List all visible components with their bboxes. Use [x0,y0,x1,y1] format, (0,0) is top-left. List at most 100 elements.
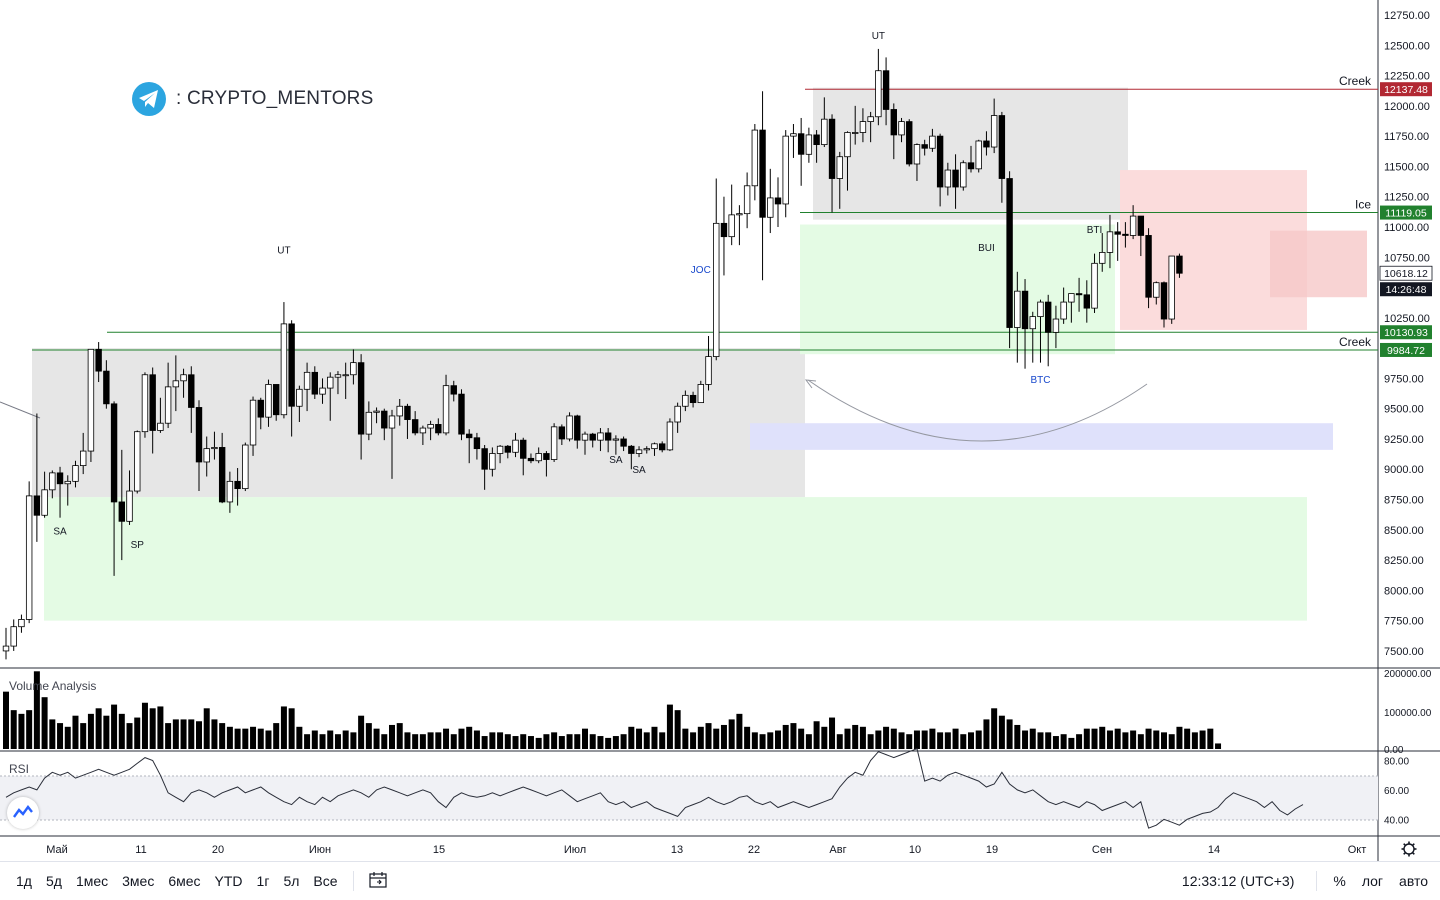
candle-body [342,374,349,377]
candle-body [906,121,913,165]
volume-bar [118,713,125,749]
volume-bar [49,719,56,749]
volume-bar [798,728,805,749]
time-tick-label: 20 [212,844,224,856]
candle-body [782,135,789,205]
price-tick-label: 8000.00 [1384,585,1424,597]
volume-bar [450,734,457,749]
timeframe-1m[interactable]: 1мес [75,873,109,889]
candle-body [998,115,1006,179]
timeframe-1y[interactable]: 1г [256,873,270,889]
auto-toggle[interactable]: авто [1399,873,1428,889]
rsi-tick-label: 40.00 [1384,815,1409,826]
volume-bar [1207,728,1214,749]
volume-bar [975,730,982,749]
volume-bar [473,730,480,749]
volume-bar [751,732,758,749]
candle-body [296,388,303,407]
price-tick-label: 11750.00 [1384,131,1429,143]
candle-body [558,426,566,440]
candle-body [450,385,457,395]
candle-body [612,438,620,441]
price-chart[interactable]: Creek Ice Creek UT UT SA SP SA SA JOC BUI BTC BTI 127… [0,0,1440,861]
candle-body [628,445,635,454]
candle-body [311,371,318,395]
volume-bar [57,723,64,749]
telegram-icon [132,82,166,116]
annotation-label: SP [131,540,145,551]
candle-body [164,386,172,424]
timeframe-1d[interactable]: 1д [16,873,32,889]
time-tick-label: 22 [748,844,760,856]
calendar-range-icon[interactable] [362,871,394,891]
timeframe-6m[interactable]: 6мес [168,873,201,889]
timeframe-all[interactable]: Все [313,873,338,889]
timeframe-3m[interactable]: 3мес [122,873,155,889]
demand-zone [750,423,1333,450]
log-toggle[interactable]: лог [1361,873,1384,889]
candle-body [805,134,813,155]
candle-body [242,444,249,490]
clock-readout[interactable]: 12:33:12 (UTC+3) [1181,873,1295,889]
volume-bars [3,671,1222,749]
candle-body [195,407,203,463]
creek-label-upper: Creek [1339,74,1372,88]
candle-body [327,376,334,389]
volume-bar [535,737,542,749]
candle-body [836,156,843,179]
percent-toggle[interactable]: % [1333,873,1346,889]
candle-body [504,445,511,453]
volume-bar [219,723,226,749]
timeframe-5d[interactable]: 5д [45,873,62,889]
volume-tick-label: 100000.00 [1384,708,1432,719]
volume-bar [558,736,565,749]
volume-bar [288,708,295,749]
volume-bar [551,732,558,749]
candle-body [774,197,782,205]
candle-body [303,371,311,390]
candle-body [64,480,71,485]
volume-bar [396,723,403,749]
volume-bar [805,734,812,749]
volume-bar [720,724,727,749]
candle-body [118,501,125,522]
volume-bar [497,732,504,749]
timeframe-5y[interactable]: 5л [283,873,300,889]
volume-bar [327,730,334,749]
candle-body [110,403,118,503]
price-label-text: 9984.72 [1387,345,1425,357]
timeframe-ytd[interactable]: YTD [214,873,243,889]
candle-body [990,115,998,148]
volume-bar [33,671,40,749]
price-tick-label: 9750.00 [1384,373,1424,385]
candle-body [10,626,17,647]
volume-bar [520,734,527,749]
candle-body [87,348,95,452]
tradingview-logo-icon[interactable] [7,797,39,829]
candle-body [797,133,805,155]
time-tick-label: Окт [1348,844,1367,856]
price-label-box [1380,342,1432,357]
volume-bar [265,730,272,749]
volume-bar [890,728,897,749]
candle-body [2,645,10,652]
candle-body [249,399,257,446]
volume-bar [566,734,573,749]
candle-body [234,480,241,490]
candle-body [203,448,210,463]
price-label-box [1379,265,1433,281]
volume-bar [87,713,94,749]
candle-body [319,387,326,395]
volume-bar [574,734,581,749]
time-tick-label: Май [46,844,68,856]
candle-body [80,450,87,467]
candle-body [882,70,890,110]
annotation-label: BTI [1087,225,1103,236]
brand-watermark: : CRYPTO_MENTORS [132,82,373,116]
settings-gear-icon[interactable] [1401,841,1417,857]
candle-body [473,437,481,450]
candle-body [1145,235,1152,298]
volume-bar [350,732,357,749]
candle-body [543,453,550,460]
candle-body [188,374,195,408]
